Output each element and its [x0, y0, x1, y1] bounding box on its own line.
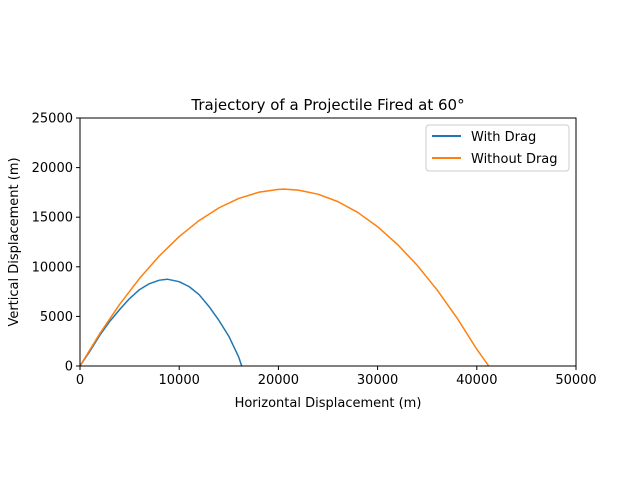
legend: With Drag Without Drag [425, 124, 570, 172]
legend-label-without-drag: Without Drag [471, 152, 558, 167]
plot-lines [79, 188, 490, 367]
y-tick-label: 25000 [32, 112, 73, 127]
x-tick-label: 20000 [258, 373, 299, 388]
x-tick-label: 10000 [159, 373, 200, 388]
x-tick-label: 40000 [456, 373, 497, 388]
series-line-with-drag [79, 278, 243, 367]
legend-label-with-drag: With Drag [471, 130, 536, 145]
y-axis-ticks: 0 5000 10000 15000 20000 25000 [32, 112, 80, 375]
y-tick-label: 10000 [32, 260, 73, 275]
y-axis-label: Vertical Displacement (m) [7, 157, 22, 326]
series-line-without-drag [79, 188, 490, 367]
legend-box [425, 124, 570, 172]
y-tick-label: 20000 [32, 161, 73, 176]
y-tick-label: 0 [65, 360, 73, 375]
chart-title: Trajectory of a Projectile Fired at 60° [190, 96, 464, 114]
x-tick-label: 30000 [357, 373, 398, 388]
x-tick-label: 50000 [555, 373, 596, 388]
x-axis-ticks: 0 10000 20000 30000 40000 50000 [76, 366, 597, 388]
x-axis-label: Horizontal Displacement (m) [235, 396, 422, 411]
y-tick-label: 5000 [40, 310, 73, 325]
x-tick-label: 0 [76, 373, 84, 388]
y-tick-label: 15000 [32, 211, 73, 226]
plot-frame [79, 117, 577, 367]
